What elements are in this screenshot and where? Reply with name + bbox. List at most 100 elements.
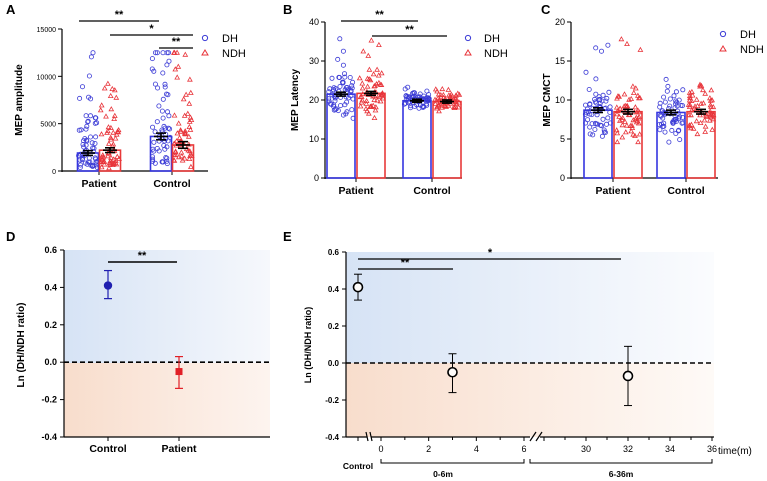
data-point-ndh (181, 130, 188, 136)
data-point-dh (162, 84, 168, 90)
data-point-dh (77, 157, 83, 163)
x-tick-label: 30 (581, 444, 591, 454)
data-point-ndh (109, 85, 116, 91)
panel-label-c: C (541, 2, 551, 17)
data-point-ndh (185, 133, 192, 139)
data-point-dh (89, 140, 95, 146)
data-point-dh (597, 97, 603, 103)
data-point-dh (350, 96, 356, 102)
data-point-ndh (632, 104, 639, 110)
data-point-dh (92, 155, 98, 161)
data-point-dh (583, 69, 589, 75)
data-point-dh (340, 48, 346, 54)
data-point-ndh (171, 157, 178, 163)
data-point-dh (162, 81, 168, 87)
panel-c-ylabel: MEP CMCT (542, 73, 553, 126)
data-point-dh (407, 105, 413, 111)
data-point-ndh (184, 110, 191, 116)
data-point-dh (152, 50, 158, 56)
data-point-dh (605, 42, 611, 48)
data-point-ndh (363, 105, 369, 111)
data-point-ndh (626, 96, 632, 102)
data-point-ndh (110, 141, 117, 147)
data-point-ndh (360, 48, 367, 54)
data-point-ndh (171, 140, 178, 146)
data-point-ndh (636, 131, 643, 137)
data-point-dh (159, 129, 165, 135)
significance-label: ** (401, 257, 410, 269)
data-point-dh (420, 103, 426, 109)
data-point-ndh (174, 49, 180, 55)
panel-a: MEP amplitude 0 5000 10000 15000 Patient Cont… (14, 9, 246, 190)
y-tick-label: 20 (555, 17, 565, 27)
data-point-ndh (363, 100, 370, 106)
data-point-ndh (370, 93, 376, 99)
data-point-ndh (368, 37, 375, 43)
data-point-ndh (177, 127, 184, 133)
data-point-ndh (185, 141, 192, 147)
data-point-ndh (188, 163, 194, 169)
data-point-ndh (619, 116, 625, 122)
data-point-dh (680, 87, 686, 93)
data-point-ndh (177, 128, 184, 134)
data-point-dh (680, 103, 686, 109)
data-point-dh (83, 113, 89, 119)
legend-dh-label: DH (222, 33, 238, 45)
data-point-ndh (706, 117, 713, 123)
data-point-dh (604, 121, 610, 127)
data-point-dh (159, 108, 165, 114)
panel-e: Ln (DH/NDH ratio) 0.6 0.4 0.2 0.0 -0.2 -0.4 0 2… (303, 247, 752, 479)
data-point-ndh (111, 112, 118, 118)
data-point-ndh (446, 92, 452, 98)
data-point-ndh (105, 124, 112, 130)
data-point-ndh (693, 118, 700, 124)
data-point-dh (78, 162, 84, 168)
data-point-dh (677, 137, 683, 143)
category-label: Control (153, 178, 190, 190)
data-point-dh (88, 96, 94, 102)
data-point-ndh (702, 128, 709, 134)
panel-c-legend: DH NDH (719, 29, 764, 56)
data-point-dh (332, 98, 338, 104)
panel-label-e: E (283, 229, 292, 244)
data-point-ndh (439, 85, 446, 92)
data-point-ndh (174, 74, 181, 80)
data-point-ndh (704, 113, 710, 119)
x-tick-label: 32 (623, 444, 633, 454)
x-tick-label: 34 (665, 444, 675, 454)
data-point-ndh (172, 148, 179, 154)
data-point-ndh (179, 157, 186, 163)
data-point-dh (667, 96, 673, 102)
data-point-ndh (686, 89, 693, 95)
group-bracket-late (529, 459, 713, 464)
y-tick-label: 10 (555, 95, 565, 105)
data-point-dh (165, 50, 171, 56)
data-point-ndh (364, 108, 370, 114)
data-point-dh (601, 127, 607, 133)
data-point-dh (80, 84, 86, 90)
data-point-ndh (632, 132, 638, 138)
data-point-dh (350, 115, 356, 121)
data-point-dh (344, 85, 350, 91)
legend-ndh-label: NDH (740, 44, 764, 56)
data-point-ndh (187, 76, 193, 82)
data-point-ndh (376, 79, 382, 85)
significance-label: ** (405, 24, 414, 36)
panel-b-legend: DH NDH (464, 33, 508, 60)
y-tick-label: 0.4 (44, 282, 57, 292)
panel-a-legend: DH NDH (201, 33, 246, 60)
data-point-ndh (698, 82, 705, 88)
data-point-dh (150, 124, 156, 130)
data-point-ndh (710, 103, 717, 110)
data-point-ndh (377, 93, 383, 99)
data-point-dh (585, 109, 591, 115)
data-point-ndh (359, 97, 366, 103)
data-point-ndh (187, 126, 194, 132)
data-point-dh (86, 73, 92, 79)
data-point-ndh (99, 154, 105, 160)
data-point-ndh (371, 96, 378, 102)
data-point-ndh (359, 80, 366, 86)
data-point-ndh (172, 66, 179, 72)
data-point-ndh (688, 97, 695, 103)
